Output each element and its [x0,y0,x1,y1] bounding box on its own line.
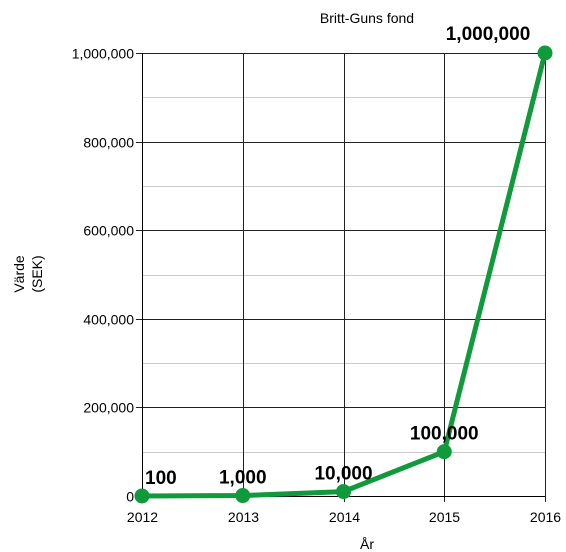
data-label: 1,000,000 [446,24,531,45]
grid [136,53,546,502]
data-point [235,488,251,504]
y-tick-label: 0 [126,489,134,505]
series [134,45,553,504]
data-label: 100 [145,468,177,489]
y-tick-label: 800,000 [83,135,134,151]
x-tick-label: 2012 [127,509,158,525]
y-axis-label-line-2: (SEK) [29,255,45,292]
data-label: 1,000 [219,468,267,489]
chart-title: Britt-Guns fond [320,10,414,26]
y-tick-label: 400,000 [83,312,134,328]
y-tick-label: 600,000 [83,223,134,239]
x-tick-label: 2016 [530,509,561,525]
data-label: 100,000 [410,424,479,445]
data-point [134,488,150,504]
y-tick-label: 1,000,000 [72,46,134,62]
data-point [537,45,553,61]
x-axis-label: År [360,536,374,552]
x-tick-label: 2014 [329,509,360,525]
y-tick-label: 200,000 [83,400,134,416]
x-tick-label: 2015 [429,509,460,525]
series-line [139,50,548,499]
data-point [336,484,351,500]
axes [142,53,545,497]
labels: Britt-Guns fond År Värde (SEK) 0 200,000 4… [11,10,561,552]
y-axis-label-line-1: Värde [11,255,27,293]
data-point [436,444,452,460]
data-label: 10,000 [314,464,372,485]
x-tick-label: 2013 [228,509,259,525]
